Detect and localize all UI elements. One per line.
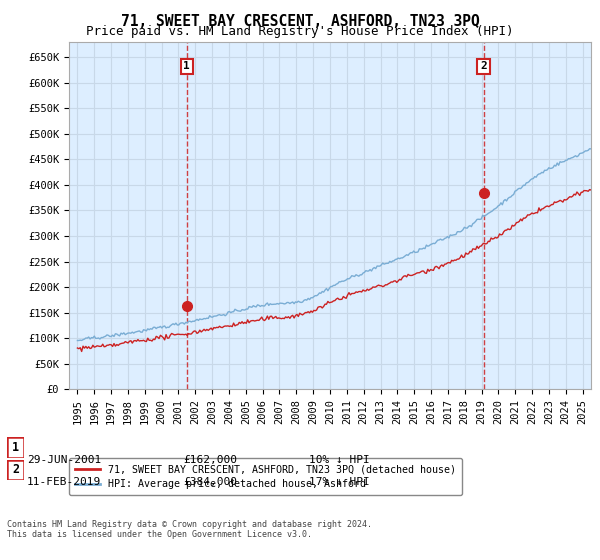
Text: £384,000: £384,000: [183, 477, 237, 487]
Text: 29-JUN-2001: 29-JUN-2001: [27, 455, 101, 465]
Text: 71, SWEET BAY CRESCENT, ASHFORD, TN23 3PQ: 71, SWEET BAY CRESCENT, ASHFORD, TN23 3P…: [121, 14, 479, 29]
FancyBboxPatch shape: [7, 437, 24, 458]
Legend: 71, SWEET BAY CRESCENT, ASHFORD, TN23 3PQ (detached house), HPI: Average price, : 71, SWEET BAY CRESCENT, ASHFORD, TN23 3P…: [69, 459, 462, 496]
Text: Contains HM Land Registry data © Crown copyright and database right 2024.
This d: Contains HM Land Registry data © Crown c…: [7, 520, 372, 539]
Text: 1: 1: [12, 441, 19, 454]
FancyBboxPatch shape: [7, 460, 24, 480]
Text: 1: 1: [184, 61, 190, 71]
Text: 2: 2: [12, 463, 19, 477]
Text: 17% ↓ HPI: 17% ↓ HPI: [309, 477, 370, 487]
Text: 10% ↓ HPI: 10% ↓ HPI: [309, 455, 370, 465]
Text: £162,000: £162,000: [183, 455, 237, 465]
Text: 2: 2: [480, 61, 487, 71]
Text: Price paid vs. HM Land Registry's House Price Index (HPI): Price paid vs. HM Land Registry's House …: [86, 25, 514, 38]
Text: 11-FEB-2019: 11-FEB-2019: [27, 477, 101, 487]
